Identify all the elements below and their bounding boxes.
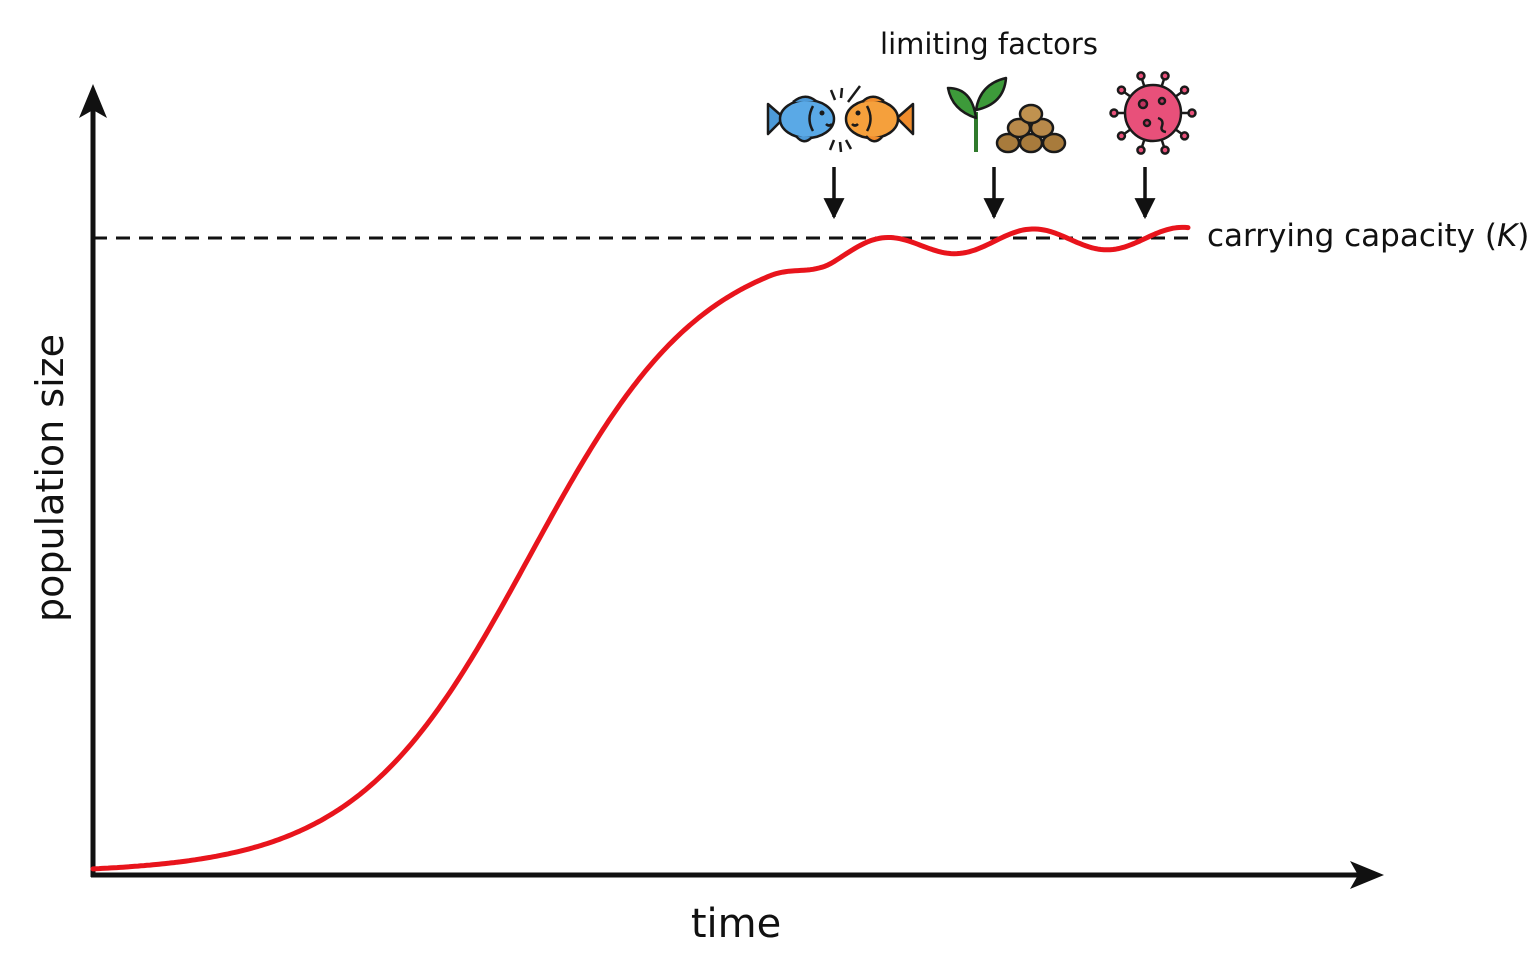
carrying-capacity-label: carrying capacity (K) — [1207, 218, 1529, 254]
competition-fish-icon — [766, 85, 915, 153]
x-axis-label: time — [691, 901, 781, 947]
carrying-capacity-text: carrying capacity ( — [1207, 218, 1497, 254]
y-axis-label: population size — [28, 334, 72, 622]
limiting-factor-arrows — [823, 167, 1156, 220]
y-axis-arrowhead — [79, 84, 107, 118]
carrying-capacity-close: ) — [1517, 218, 1529, 254]
population-growth-curve — [90, 224, 1191, 872]
x-axis-arrowhead — [1350, 861, 1384, 889]
carrying-capacity-symbol: K — [1497, 218, 1520, 254]
plant-food-resource-icon — [946, 76, 1067, 154]
limiting-factors-label: limiting factors — [880, 27, 1098, 61]
virus-disease-icon — [1109, 71, 1197, 155]
